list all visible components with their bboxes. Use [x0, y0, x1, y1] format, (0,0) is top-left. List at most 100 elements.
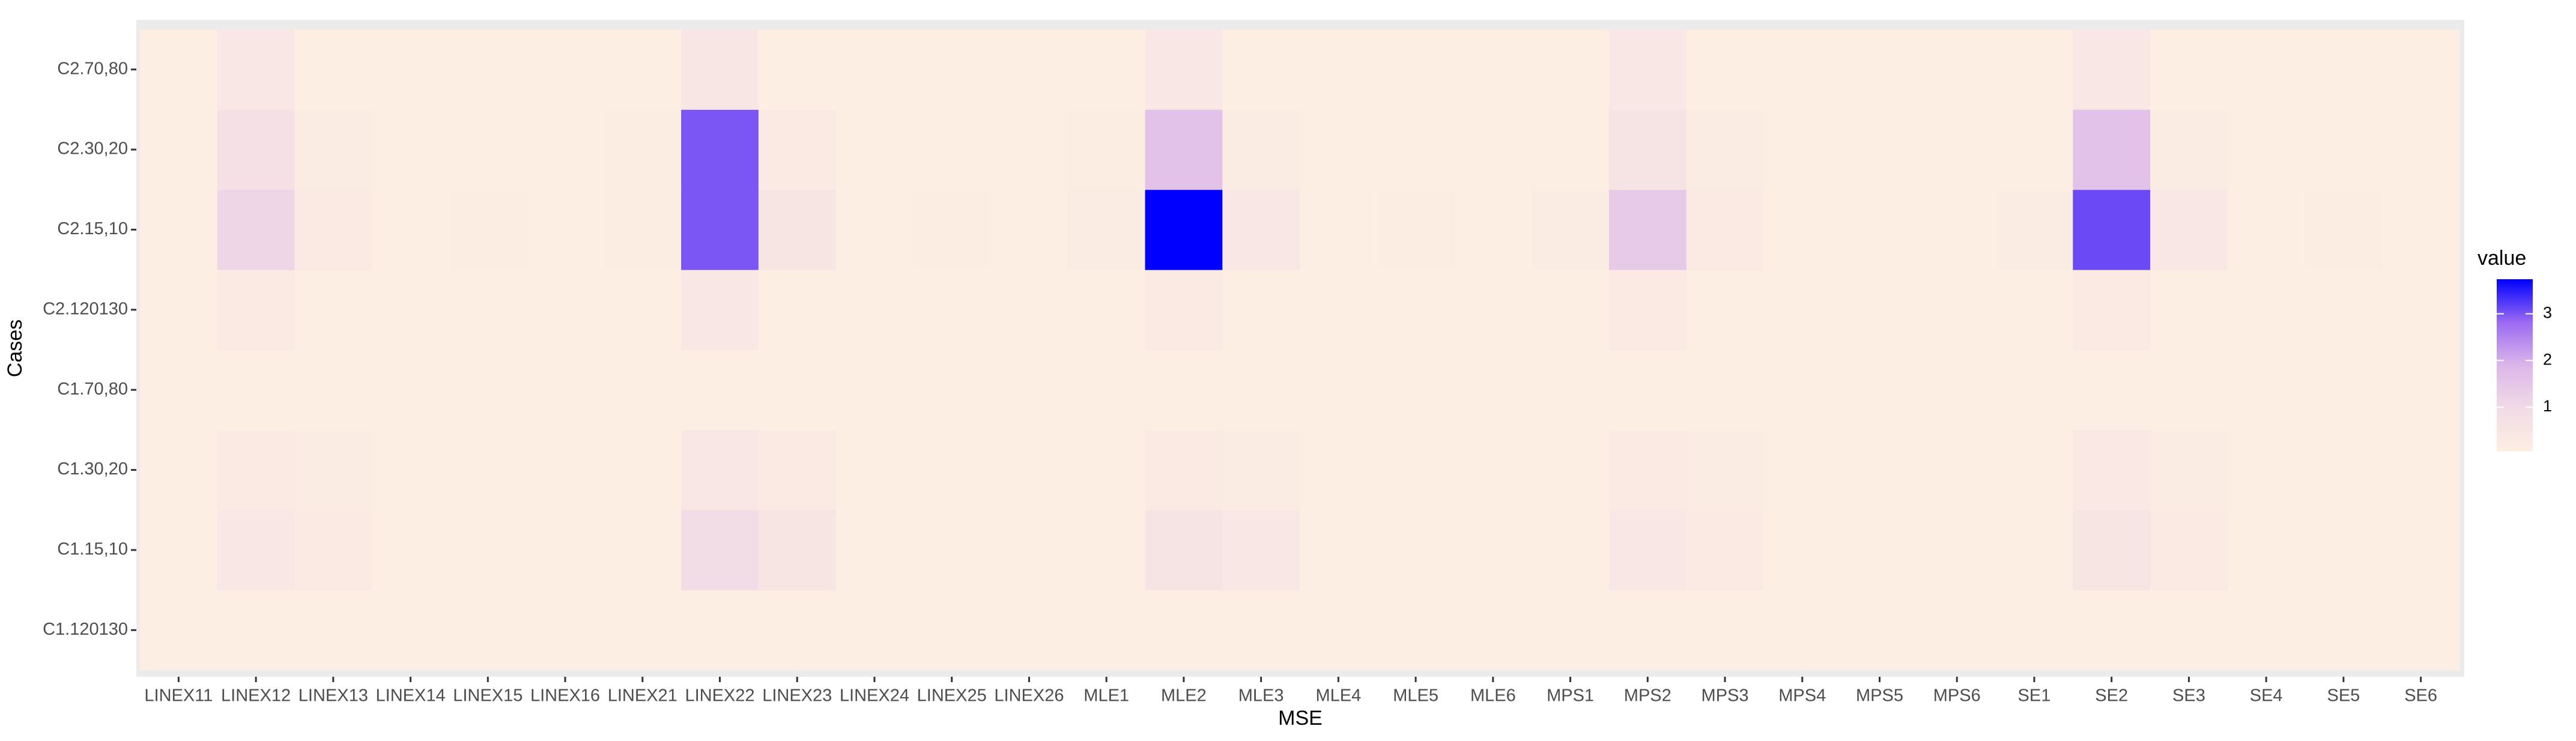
- heat-cell: [1532, 29, 1610, 110]
- heat-cell: [1995, 270, 2073, 350]
- heat-cell: [1686, 189, 1764, 270]
- x-tick-label: SE5: [2327, 686, 2360, 706]
- x-tick-label: MLE1: [1083, 686, 1129, 706]
- y-tick-label: C2.120130: [43, 299, 128, 318]
- heat-cell: [1222, 349, 1300, 431]
- heat-cell: [758, 270, 837, 350]
- heat-cell: [913, 109, 991, 190]
- heat-cell: [294, 29, 372, 110]
- colorbar-tick-label: 1: [2543, 397, 2552, 415]
- heat-cell: [1300, 29, 1378, 110]
- heat-cell: [835, 510, 914, 591]
- heat-cell: [140, 189, 218, 270]
- heat-cell: [2150, 189, 2228, 270]
- x-tick-label: MPS6: [1933, 686, 1981, 706]
- heat-cell: [1841, 590, 1919, 671]
- heat-cell: [2227, 349, 2306, 431]
- x-tick-label: MPS1: [1547, 686, 1594, 706]
- x-tick-label: MLE4: [1315, 686, 1361, 706]
- y-tick-label: C1.15,10: [57, 540, 128, 559]
- heat-cell: [217, 189, 295, 270]
- heat-cell: [1686, 29, 1764, 110]
- heat-cell: [140, 510, 218, 591]
- heat-cell: [913, 429, 991, 510]
- heat-cell: [913, 29, 991, 110]
- heat-cell: [1841, 510, 1919, 591]
- heat-cell: [2073, 29, 2151, 110]
- heat-cell: [2227, 109, 2306, 190]
- heat-cell: [1300, 109, 1378, 190]
- heat-cell: [604, 189, 682, 270]
- heat-cell: [1222, 29, 1300, 110]
- heat-cell: [758, 29, 837, 110]
- heat-cell: [1841, 270, 1919, 350]
- heat-cell: [372, 189, 450, 270]
- heat-cell: [449, 29, 527, 110]
- heat-cell: [2227, 510, 2306, 591]
- heat-cell: [1300, 189, 1378, 270]
- heat-cell: [1532, 510, 1610, 591]
- heat-cell: [140, 270, 218, 350]
- heat-cell: [2382, 429, 2460, 510]
- colorbar-tick-label: 2: [2543, 350, 2552, 368]
- heat-cell: [1763, 29, 1841, 110]
- heat-cell: [449, 270, 527, 350]
- x-tick-label: MPS4: [1778, 686, 1826, 706]
- heat-cell: [2382, 109, 2460, 190]
- heat-cell: [1145, 29, 1223, 110]
- heat-cell: [526, 590, 604, 671]
- heat-cell: [1686, 349, 1764, 431]
- heat-cell: [835, 189, 914, 270]
- x-tick-label: LINEX22: [685, 686, 754, 706]
- heat-cell: [1145, 590, 1223, 671]
- x-tick-label: SE3: [2172, 686, 2205, 706]
- heat-cell: [1377, 349, 1455, 431]
- heat-cell: [681, 590, 759, 671]
- heat-cell: [835, 29, 914, 110]
- heat-cell: [1995, 349, 2073, 431]
- heat-cell: [604, 270, 682, 350]
- heat-cell: [1222, 510, 1300, 591]
- heat-cell: [2073, 510, 2151, 591]
- heat-cell: [372, 510, 450, 591]
- heat-cell: [681, 189, 759, 270]
- heat-cell: [140, 590, 218, 671]
- heat-cell: [1145, 349, 1223, 431]
- heat-cell: [2073, 189, 2151, 270]
- heat-cell: [990, 109, 1068, 190]
- x-tick-label: SE4: [2250, 686, 2283, 706]
- heat-cell: [1532, 349, 1610, 431]
- heat-cell: [681, 270, 759, 350]
- heat-cell: [1300, 590, 1378, 671]
- heat-cell: [294, 349, 372, 431]
- heat-cell: [758, 429, 837, 510]
- heat-cell: [2227, 270, 2306, 350]
- heat-cell: [217, 270, 295, 350]
- heat-cell: [1377, 189, 1455, 270]
- heat-cell: [1608, 590, 1687, 671]
- heat-cell: [990, 270, 1068, 350]
- heat-cell: [1454, 109, 1532, 190]
- heat-cell: [913, 510, 991, 591]
- heat-cell: [681, 29, 759, 110]
- heat-cell: [526, 189, 604, 270]
- heat-cell: [2073, 270, 2151, 350]
- heat-cell: [990, 29, 1068, 110]
- heat-cell: [1222, 270, 1300, 350]
- heat-cell: [2227, 189, 2306, 270]
- colorbar-tick-label: 3: [2543, 304, 2552, 322]
- heat-cell: [1377, 29, 1455, 110]
- heat-cell: [604, 510, 682, 591]
- heat-cell: [835, 349, 914, 431]
- heat-cell: [1377, 429, 1455, 510]
- heat-cell: [372, 29, 450, 110]
- heat-cell: [1918, 109, 1996, 190]
- heat-cell: [449, 109, 527, 190]
- heat-cell: [526, 510, 604, 591]
- x-tick-label: MLE5: [1393, 686, 1438, 706]
- heat-cell: [1454, 349, 1532, 431]
- heat-cell: [1763, 270, 1841, 350]
- y-tick-label: C1.30,20: [57, 459, 128, 479]
- x-tick-label: MLE3: [1238, 686, 1284, 706]
